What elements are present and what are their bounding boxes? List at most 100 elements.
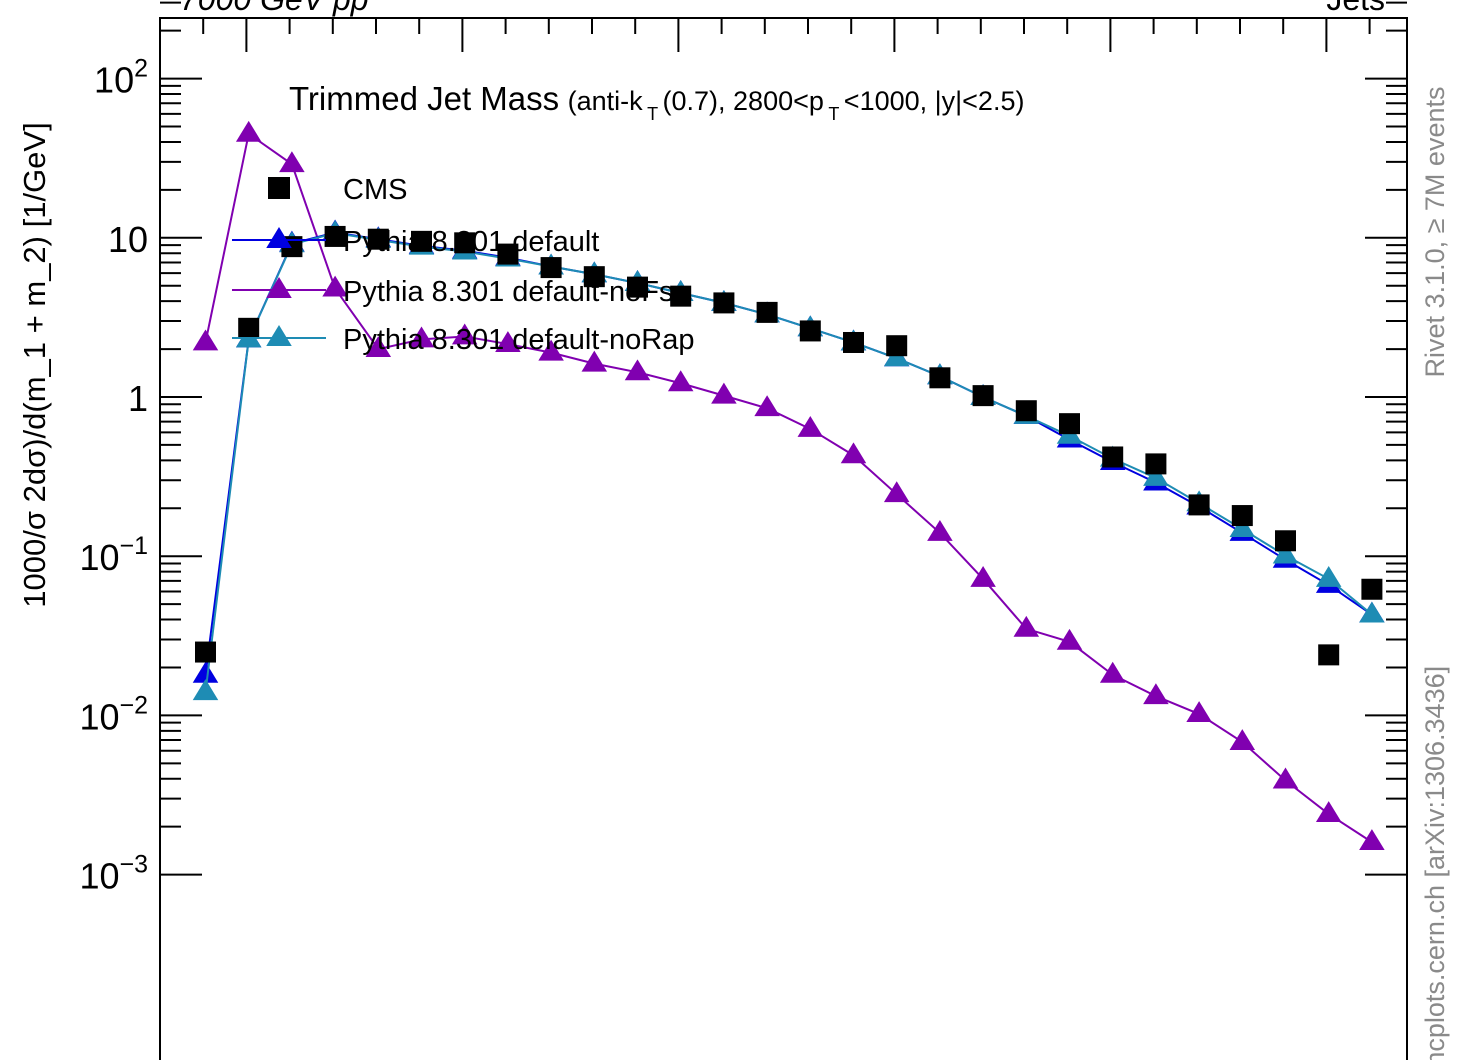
data-point [756,301,778,323]
data-point [581,350,608,372]
y-tick-label: 1 [128,378,148,419]
data-point [495,331,521,353]
data-point [624,359,651,381]
legend-item-default: Pythia 8.301 default [232,226,599,258]
y-tick-label-exp: −3 [119,851,148,879]
data-point [627,276,648,298]
chart-title-sub-1: (anti-k [568,86,644,116]
data-point [195,641,216,663]
data-point [1145,453,1167,475]
data-point [322,275,348,297]
data-point [1315,565,1342,587]
legend-label: Pythia 8.301 default [343,226,599,258]
legend-item-noRap: Pythia 8.301 default-noRap [232,324,694,356]
y-tick-labels: 10310210110−110−210−3 [79,55,148,897]
legend-item-cms: CMS [268,174,407,206]
data-point [883,481,910,503]
data-point [583,266,605,288]
legend-label: Pythia 8.301 default-noFsr [343,276,683,308]
y-tick-label: 10 [108,219,148,260]
header-right: Jets [1326,0,1385,17]
data-point [1229,729,1256,751]
data-point [365,336,392,358]
chart-title: Trimmed Jet Mass (anti-k T (0.7), 2800<p… [289,80,1024,124]
data-point [235,120,262,142]
chart-title-sub-4: T [828,104,839,124]
data-point [192,661,219,683]
data-point [1275,530,1296,552]
data-point [192,679,219,701]
legend-marker [266,325,292,346]
data-point [1361,578,1383,600]
legend-label: Pythia 8.301 default-noRap [343,324,694,356]
series-cms [195,225,1383,666]
data-point [1188,494,1210,516]
data-point [886,335,908,357]
series-line-noRap [204,232,1373,693]
data-point [1359,601,1385,623]
y-tick-label-base: 10 [94,60,134,101]
data-point [538,339,564,361]
data-point [408,326,435,348]
data-point [711,382,737,404]
chart-title-sub-5: <1000, |y|<2.5) [844,86,1025,116]
data-point [279,151,305,173]
header-left: 7000 GeV pp [180,0,369,17]
y-tick-label-exp: 2 [134,55,148,83]
data-point [843,331,864,353]
data-point [454,232,476,254]
data-point [797,415,824,437]
data-point [667,370,694,392]
data-point [929,367,951,389]
data-point [367,228,389,250]
data-point [970,565,996,587]
legend-marker [266,277,292,298]
data-point [411,230,432,252]
data-point [754,395,780,417]
y-tick-label: 102 [94,55,148,101]
data-point [1015,400,1037,422]
y-tick-label-base: 10 [79,537,119,578]
data-point [1318,644,1340,666]
data-point [713,292,735,314]
data-point [670,285,692,307]
legend-marker [266,227,292,248]
chart-title-sub-2: T [647,104,658,124]
data-point [1056,628,1083,650]
chart-title-sub-3: (0.7), 2800<p [663,86,824,116]
data-point [927,519,953,541]
data-point [972,385,994,407]
data-point [1059,413,1080,435]
data-point [840,442,867,464]
data-point [1359,829,1385,851]
axis-ticks [159,1,1407,876]
y-tick-label: 10−2 [79,691,148,737]
legend-label: CMS [343,174,407,206]
chart-title-main: Trimmed Jet Mass [289,80,559,117]
data-point [1013,615,1040,637]
data-point [192,329,219,351]
legend-item-noFsr: Pythia 8.301 default-noFsr [232,276,683,308]
data-point [324,225,346,247]
data-point [1272,542,1299,564]
y-tick-label-base: 10 [79,856,119,897]
data-point [1102,446,1124,468]
legend-marker [268,177,290,199]
data-point [540,257,562,279]
data-point [497,243,519,265]
series-noFsr [192,120,1385,851]
side-label-upper: Rivet 3.1.0, ≥ 7M events [1420,87,1450,378]
series-layer [192,120,1385,851]
y-tick-label-base: 10 [79,696,119,737]
data-point [1143,465,1169,486]
data-point [1315,801,1342,823]
data-point [1143,683,1169,705]
data-point [1099,661,1126,683]
data-point [1229,516,1256,538]
y-tick-label: 10−1 [79,532,148,578]
data-point [1231,505,1253,527]
data-point [1186,701,1212,722]
y-tick-label: 10−3 [79,851,148,897]
data-point [799,320,821,342]
